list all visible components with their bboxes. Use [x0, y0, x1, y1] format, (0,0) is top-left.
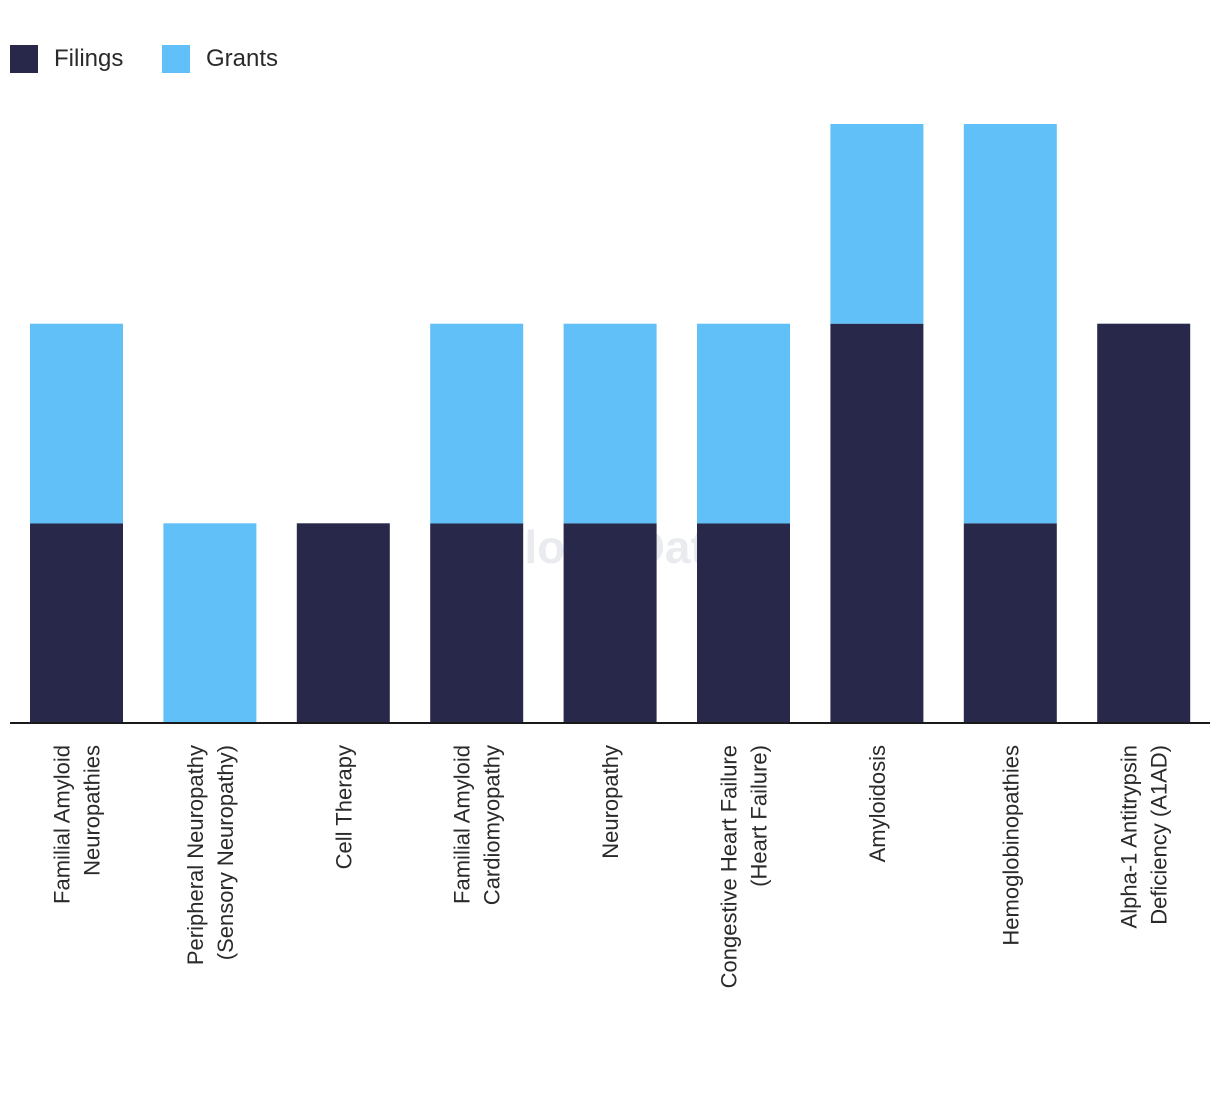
legend: Filings Grants — [10, 45, 278, 73]
bar-grants-amyloidosis — [830, 124, 924, 324]
bar-grants-peripheral-neuropathy-sensory-neuropathy — [163, 523, 257, 723]
bar-filings-neuropathy — [563, 523, 657, 723]
bar-filings-amyloidosis — [830, 323, 924, 723]
x-tick-label-hemoglobinopathies: Hemoglobinopathies — [998, 745, 1023, 946]
bar-grants-neuropathy — [563, 323, 657, 524]
bar-filings-congestive-heart-failure-heart-failure — [697, 523, 790, 723]
x-tick-label-familial-amyloid-cardiomyopathy: Familial Amyloid Cardiomyopathy — [450, 745, 505, 905]
bar-grants-hemoglobinopathies — [963, 124, 1057, 524]
x-tick-label-alpha-1-antitrypsin-deficiency-a1ad: Alpha-1 Antitrypsin Deficiency (A1AD) — [1117, 745, 1172, 928]
bars-group — [30, 124, 1191, 723]
bar-grants-congestive-heart-failure-heart-failure — [697, 323, 790, 524]
legend-swatch-grants — [162, 45, 190, 73]
x-tick-label-amyloidosis: Amyloidosis — [865, 745, 890, 862]
x-tick-label-peripheral-neuropathy-sensory-neuropathy: Peripheral Neuropathy (Sensory Neuropathy… — [183, 745, 238, 965]
bar-filings-hemoglobinopathies — [963, 523, 1057, 723]
legend-label-grants: Grants — [206, 45, 278, 72]
bar-grants-familial-amyloid-cardiomyopathy — [430, 323, 524, 524]
x-tick-label-cell-therapy: Cell Therapy — [331, 745, 356, 869]
x-tick-labels: Familial Amyloid Neuropathies Peripheral N… — [50, 745, 1172, 988]
x-tick-label-congestive-heart-failure-heart-failure: Congestive Heart Failure (Heart Failure) — [717, 745, 772, 988]
bar-filings-alpha-1-antitrypsin-deficiency-a1ad — [1097, 323, 1191, 723]
bar-filings-cell-therapy — [296, 523, 390, 723]
legend-swatch-filings — [10, 45, 38, 73]
x-tick-label-familial-amyloid-neuropathies: Familial Amyloid Neuropathies — [50, 745, 105, 904]
bar-filings-familial-amyloid-neuropathies — [30, 523, 123, 723]
bar-filings-familial-amyloid-cardiomyopathy — [430, 523, 524, 723]
legend-label-filings: Filings — [54, 45, 123, 72]
x-tick-label-neuropathy: Neuropathy — [598, 745, 623, 859]
bar-grants-familial-amyloid-neuropathies — [30, 323, 123, 524]
